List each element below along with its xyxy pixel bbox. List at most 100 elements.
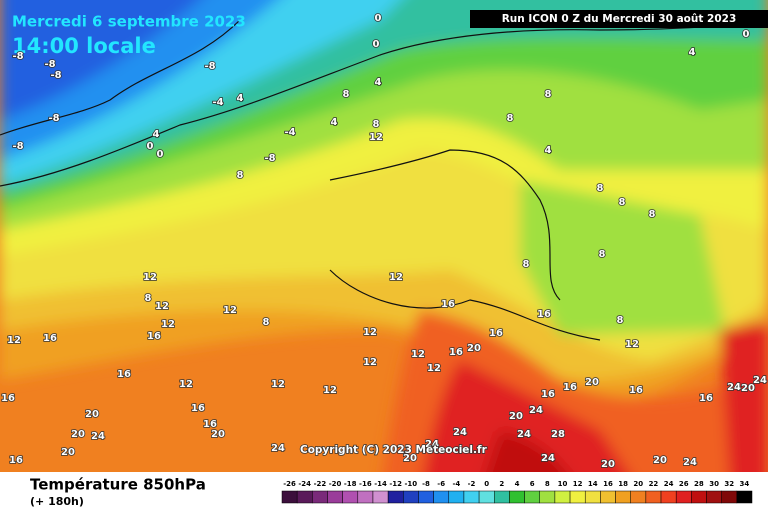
contour-label: 24 [753,375,767,386]
contour-label: 16 [541,389,555,400]
contour-label: 20 [601,459,615,470]
contour-label: 12 [625,339,639,350]
contour-label: 0 [375,13,382,24]
contour-label: 12 [161,319,175,330]
legend-swatch [357,490,374,504]
run-info: Run ICON 0 Z du Mercredi 30 août 2023 [502,13,737,25]
legend-swatch [660,490,677,504]
legend-swatch [600,490,616,504]
contour-label: 8 [619,197,626,208]
contour-label: 16 [563,382,577,393]
legend-label: 28 [694,480,704,488]
contour-label: 8 [649,209,656,220]
legend-swatch [675,490,692,504]
contour-label: 20 [509,411,523,422]
contour-label: 24 [517,429,531,440]
contour-label: -4 [212,97,223,108]
legend-label: -16 [359,480,372,488]
legend-swatch [433,490,450,504]
contour-label: -8 [50,70,61,81]
contour-label: 20 [71,429,85,440]
contour-label: 16 [9,455,23,466]
contour-label: 20 [211,429,225,440]
legend-label: 34 [740,480,750,488]
contour-label: 0 [147,141,154,152]
contour-label: 12 [323,385,337,396]
contour-label: 16 [147,331,161,342]
legend-label: -2 [468,480,476,488]
legend-label: -22 [314,480,327,488]
legend-swatch [706,490,722,504]
legend-label: 24 [664,480,674,488]
legend-swatch [736,490,753,504]
legend-label: 10 [558,480,568,488]
legend-swatch [281,490,298,504]
contour-label: 0 [157,149,164,160]
footer-lead: (+ 180h) [30,495,84,508]
contour-label: 12 [7,335,21,346]
legend-label: -12 [389,480,402,488]
contour-label: 12 [427,363,441,374]
legend-swatch [584,490,601,504]
contour-label: 16 [43,333,57,344]
legend-label: -20 [329,480,342,488]
legend-label: 12 [573,480,583,488]
contour-label: 12 [411,349,425,360]
legend-label: -6 [437,480,445,488]
forecast-time: 14:00 locale [12,34,156,58]
contour-label: 0 [743,29,750,40]
contour-label: 8 [597,183,604,194]
run-box [470,10,768,28]
legend-swatch [645,490,662,504]
contour-label: 4 [689,47,696,58]
contour-label: 12 [155,301,169,312]
legend-swatch [509,490,525,504]
contour-label: 12 [143,272,157,283]
contour-label: 24 [271,443,285,454]
legend-swatch [403,490,419,504]
contour-label: 24 [453,427,467,438]
contour-label: 8 [599,249,606,260]
legend-swatch [524,490,540,504]
legend-label: 0 [484,480,489,488]
legend-label: 32 [724,480,734,488]
legend-label: -24 [298,480,311,488]
contour-label: 8 [617,315,624,326]
contour-label: 8 [343,89,350,100]
contour-label: -8 [12,51,23,62]
contour-label: -8 [48,113,59,124]
contour-label: -8 [264,153,275,164]
legend-swatch [327,490,343,504]
contour-label: 8 [263,317,270,328]
temperature-field [0,0,768,472]
legend-label: 6 [530,480,535,488]
contour-label: 24 [529,405,543,416]
contour-lines [0,19,768,341]
contour-label: 4 [545,145,552,156]
legend-label: 30 [709,480,719,488]
contour-label: 20 [403,453,417,464]
contour-label: 16 [117,369,131,380]
contour-label: 20 [741,383,755,394]
legend-swatch [630,490,647,504]
contour-label: 4 [375,77,382,88]
contour-label: 12 [223,305,237,316]
color-legend: -26 -24 -22 -20 -18 -16 -14 -12 -10 -8 -6 -4 -2 0 2 4 6 8… [281,480,753,504]
contour-label: 24 [683,457,697,468]
contour-label: 16 [1,393,15,404]
contour-label: 20 [467,343,481,354]
contour-label: 16 [441,299,455,310]
contour-label: -4 [284,127,295,138]
legend-swatch [463,490,480,504]
contour-label: 0 [373,39,380,50]
contour-label: 8 [545,89,552,100]
contour-label: 20 [61,447,75,458]
contour-label: 24 [541,453,555,464]
contour-label: 16 [699,393,713,404]
legend-swatch [615,490,631,504]
legend-swatch [721,490,738,504]
contour-label: 8 [507,113,514,124]
legend-swatch [554,490,571,504]
